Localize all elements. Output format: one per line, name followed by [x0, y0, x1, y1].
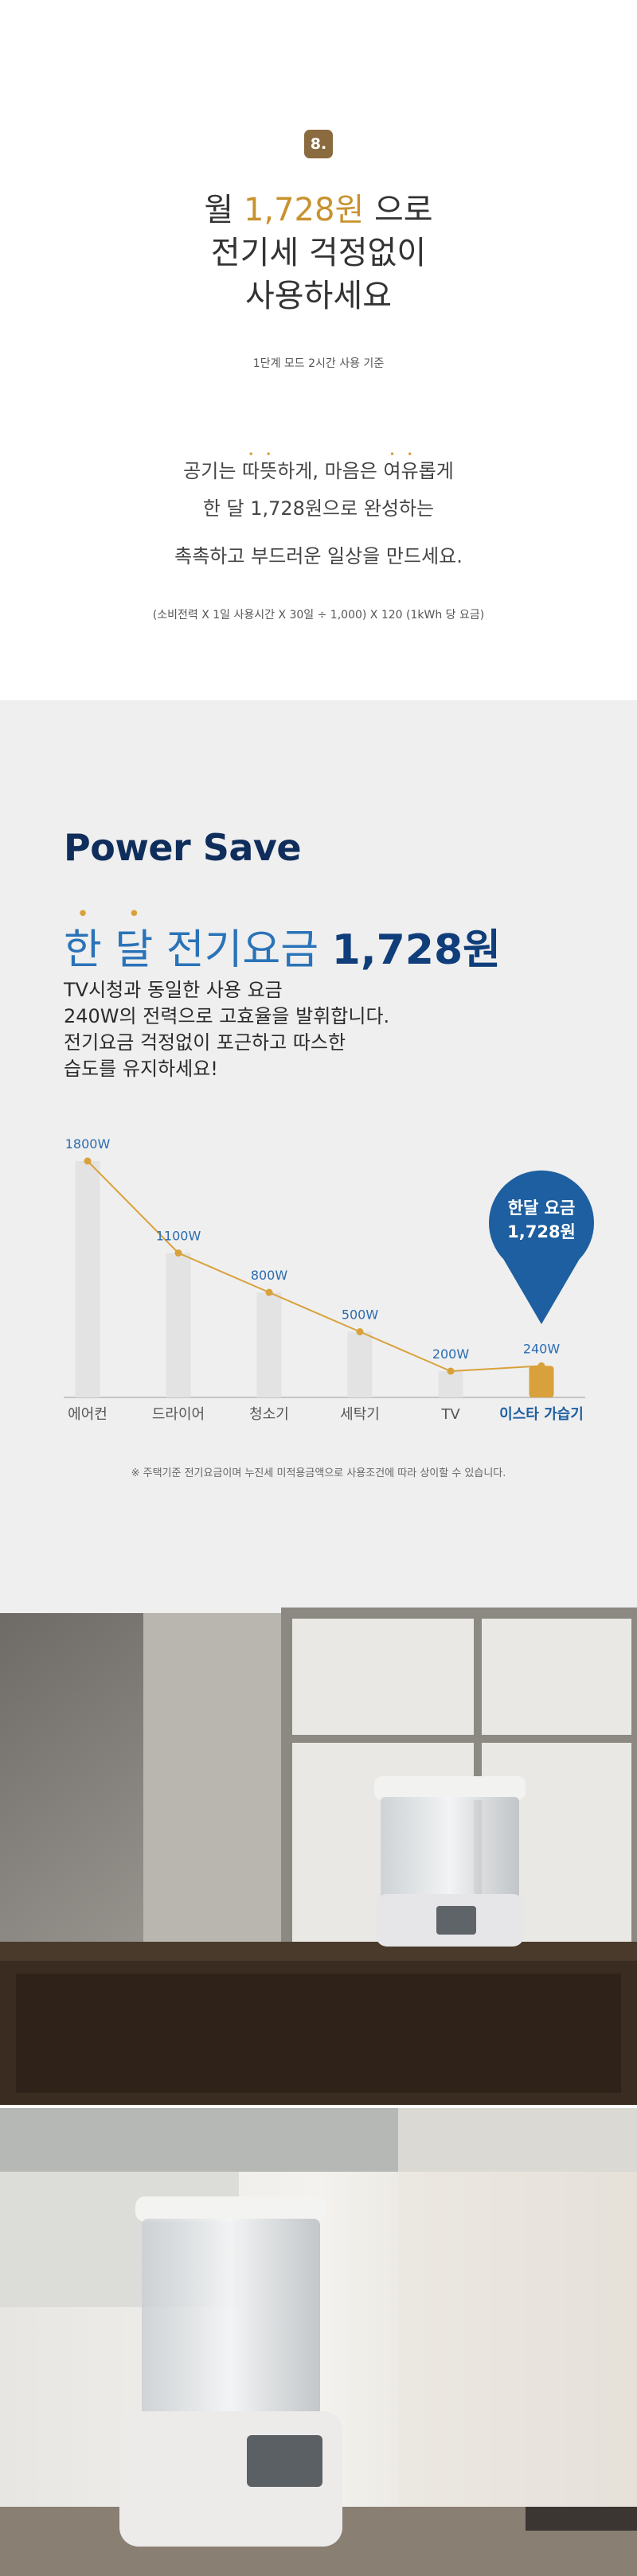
headline-price: 1,728원: [331, 926, 501, 974]
chart: 1800W 에어컨 1100W 드라이어 800W 청소기 500W 세탁기 200W TV 240…: [64, 1136, 595, 1423]
body-text: 하게, 마음은: [277, 460, 384, 482]
body-text: 롭게: [418, 460, 454, 482]
callout-text: 한달 요금: [508, 1198, 576, 1218]
headline-text: 전기요금: [153, 926, 332, 974]
bar: [75, 1161, 100, 1397]
value-label: 500W: [342, 1307, 379, 1323]
point: [537, 1362, 545, 1370]
x-tick-label: 에어컨: [68, 1406, 107, 1423]
point: [447, 1367, 455, 1375]
body-line: 한 달 1,728원으로 완성하는: [202, 497, 435, 520]
value-label: 800W: [251, 1268, 288, 1283]
power-save-section: [0, 700, 637, 1613]
intro-section: [0, 0, 637, 700]
footnote: ※ 주택기준 전기요금이며 누진세 미적용금액으로 사용조건에 따라 상이할 수…: [131, 1467, 506, 1479]
x-tick-label: 이스타 가습기: [499, 1406, 584, 1423]
value-label: 240W: [523, 1341, 561, 1356]
headline-line: 사용하세요: [245, 278, 392, 314]
trend-line: [87, 1160, 542, 1373]
body-emphasis: 여유: [383, 460, 419, 482]
photo-humidifier-window: [0, 2108, 637, 2576]
description-line: 240W의 전력으로 고효율을 발휘합니다.: [64, 1005, 390, 1027]
description-line: 습도를 유지하세요!: [64, 1058, 218, 1080]
description-line: TV시청과 동일한 사용 요금: [64, 979, 283, 1001]
headline-price: 1,728원: [243, 192, 365, 228]
step-badge: 8.: [304, 130, 333, 158]
body-line: 촉촉하고 부드러운 일상을 만드세요.: [174, 545, 463, 567]
value-label: 200W: [432, 1346, 470, 1362]
bar: [529, 1366, 554, 1397]
description: TV시청과 동일한 사용 요금 240W의 전력으로 고효율을 발휘합니다. 전…: [64, 977, 389, 1082]
bar: [438, 1371, 463, 1397]
basis-note: 1단계 모드 2시간 사용 기준: [252, 357, 385, 370]
point: [174, 1249, 182, 1257]
body-text: 공기는: [183, 460, 243, 482]
callout-pin: [489, 1170, 595, 1324]
body-line: 공기는 따뜻하게, 마음은 여유롭게: [0, 449, 637, 483]
value-label: 1800W: [65, 1136, 111, 1152]
headline: 월 1,728원 으로 전기세 걱정없이 사용하세요: [0, 189, 637, 318]
bar: [347, 1331, 373, 1397]
bar: [256, 1292, 282, 1397]
photo-humidifier-shelf: [0, 1608, 637, 2105]
value-label: 1100W: [156, 1229, 201, 1244]
bar: [166, 1253, 191, 1397]
x-tick-label: 청소기: [249, 1406, 289, 1423]
callout-text: 1,728원: [507, 1222, 576, 1241]
section-title: Power Save: [64, 826, 302, 869]
headline-emphasis: 한 달: [64, 926, 154, 974]
headline-line: 전기세 걱정없이: [210, 235, 427, 271]
headline-text: 으로: [364, 192, 433, 228]
headline-text: 월: [204, 192, 244, 228]
x-tick-label: 드라이어: [152, 1406, 205, 1423]
description-line: 전기요금 걱정없이 포근하고 따스한: [64, 1031, 346, 1054]
section-headline: 한 달 전기요금 1,728원: [64, 902, 501, 976]
formula: (소비전력 X 1일 사용시간 X 30일 ÷ 1,000) X 120 (1k…: [152, 609, 485, 622]
point: [356, 1328, 364, 1335]
headline-line: 월 1,728원 으로: [0, 189, 637, 232]
x-tick-label: 세탁기: [340, 1406, 380, 1423]
point: [265, 1288, 273, 1296]
point: [84, 1157, 92, 1165]
x-tick-label: TV: [440, 1406, 460, 1423]
body-emphasis: 따뜻: [242, 460, 278, 482]
